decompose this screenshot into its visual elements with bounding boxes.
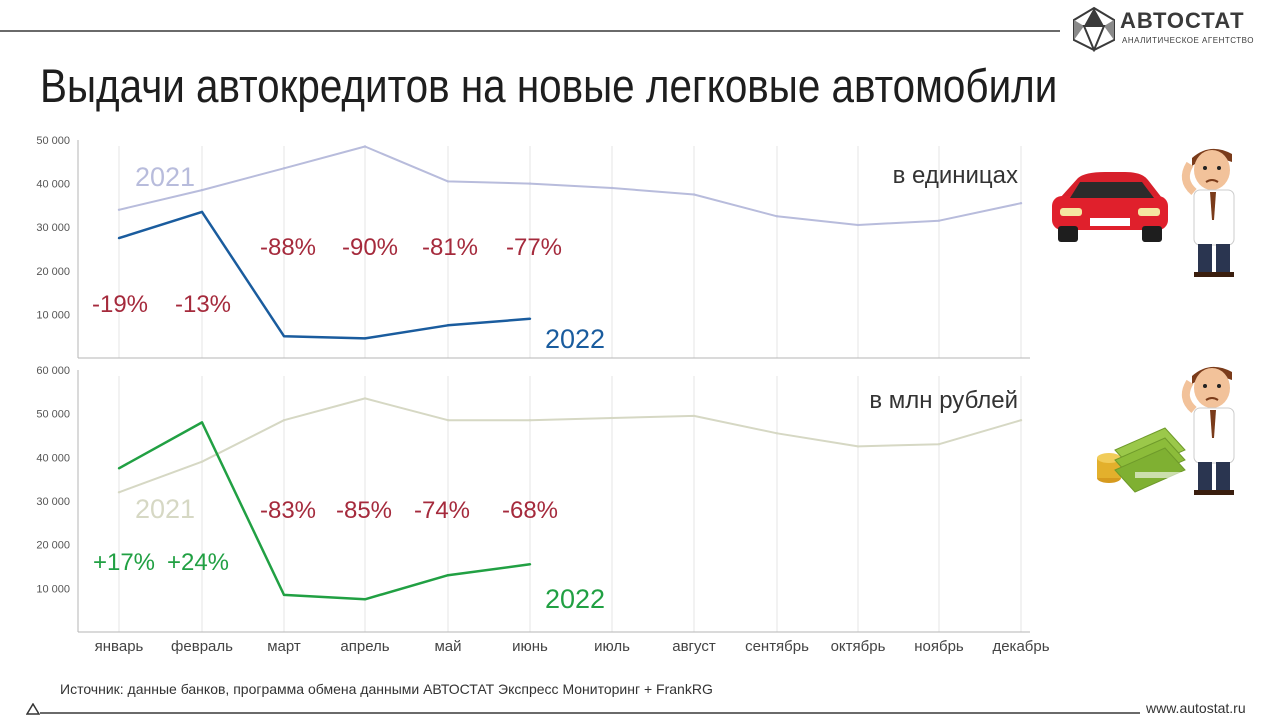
y-tick-label: 30 000 [36, 496, 70, 508]
change-annotation: +24% [167, 549, 229, 576]
change-annotation: -19% [92, 291, 148, 318]
data-point-2021 [528, 419, 532, 422]
data-point-2022 [528, 563, 532, 566]
change-annotation: -90% [342, 234, 398, 261]
series-label-2022: 2022 [545, 324, 605, 354]
change-annotation: -77% [506, 234, 562, 261]
brand-subtitle: АНАЛИТИЧЕСКОЕ АГЕНТСТВО [1122, 36, 1254, 45]
data-point-2021 [775, 215, 779, 218]
corner-triangle-icon [26, 703, 40, 715]
series-line-2021 [118, 397, 1022, 494]
change-annotation: -13% [175, 291, 231, 318]
data-point-2021 [692, 193, 696, 196]
data-point-2021 [775, 432, 779, 435]
y-tick-label: 50 000 [36, 409, 70, 421]
data-point-2021 [610, 186, 614, 190]
data-point-2021 [937, 443, 941, 446]
y-tick-label: 20 000 [36, 266, 70, 278]
x-tick-label: февраль [171, 638, 233, 655]
x-tick-label: декабрь [992, 638, 1049, 655]
y-tick-label: 40 000 [36, 452, 70, 464]
data-point-2021 [282, 167, 286, 170]
chart-panel-1: 10 000 20 000 30 000 40 000 50 000 2021 2022 -1… [36, 135, 1030, 359]
x-tick-label: июнь [512, 638, 548, 655]
data-point-2022 [117, 467, 121, 470]
x-tick-label: сентябрь [745, 638, 809, 655]
series-line-2022 [118, 210, 531, 340]
data-point-2021 [1019, 419, 1023, 422]
x-tick-label: март [267, 638, 301, 655]
y-tick-label: 40 000 [36, 179, 70, 191]
series-label-2022: 2022 [545, 584, 605, 614]
x-tick-label: январь [95, 638, 144, 655]
money-stack-icon [1097, 427, 1186, 493]
series-line-2021 [118, 145, 1022, 226]
page-title: Выдачи автокредитов на новые легковые ав… [40, 59, 1058, 112]
data-point-2021 [200, 188, 204, 192]
data-point-2021 [446, 419, 450, 422]
data-point-2021 [446, 180, 450, 183]
data-point-2022 [282, 335, 286, 338]
x-tick-label: ноябрь [914, 638, 964, 655]
data-point-2022 [528, 317, 532, 320]
brand-name: АВТОСТАТ [1120, 8, 1245, 33]
x-tick-label: апрель [340, 638, 389, 655]
change-annotation: -83% [260, 497, 316, 524]
x-tick-label: май [434, 638, 461, 655]
data-point-2021 [528, 182, 532, 185]
change-annotation: -85% [336, 497, 392, 524]
data-point-2022 [446, 574, 450, 577]
y-tick-label: 60 000 [36, 365, 70, 377]
chart-panel-2: 10 000 20 000 30 000 40 000 50 000 60 000 2021… [36, 365, 1030, 633]
data-point-2022 [363, 337, 367, 340]
data-point-2021 [117, 208, 121, 211]
bottom-rule [40, 712, 1140, 714]
change-annotation: -74% [414, 497, 470, 524]
car-icon [1052, 172, 1168, 242]
y-tick-label: 10 000 [36, 309, 70, 321]
top-rule [0, 30, 1060, 32]
worried-man-icon [1181, 148, 1235, 277]
data-point-2021 [610, 416, 614, 420]
panel-title: в единицах [893, 162, 1018, 189]
data-point-2021 [856, 223, 860, 227]
y-tick-label: 10 000 [36, 583, 70, 595]
data-point-2022 [200, 210, 204, 214]
data-point-2022 [117, 236, 121, 240]
site-url: www.autostat.ru [1146, 700, 1246, 716]
data-point-2021 [117, 491, 121, 494]
data-point-2021 [282, 419, 286, 422]
data-point-2022 [282, 593, 286, 597]
x-tick-label: июль [594, 638, 630, 655]
series-label-2021: 2021 [135, 162, 195, 192]
x-tick-label: октябрь [831, 638, 886, 655]
data-point-2021 [363, 145, 367, 148]
data-point-2022 [446, 324, 450, 327]
data-point-2021 [856, 445, 860, 448]
change-annotation: +17% [93, 549, 155, 576]
data-point-2021 [692, 414, 696, 418]
data-point-2022 [363, 598, 367, 601]
change-annotation: -81% [422, 234, 478, 261]
x-tick-label: август [672, 638, 716, 655]
worried-man-icon-2 [1181, 366, 1235, 495]
source-note: Источник: данные банков, программа обмен… [60, 681, 713, 697]
panel-title: в млн рублей [869, 387, 1018, 414]
data-point-2021 [1019, 202, 1023, 205]
data-point-2021 [200, 460, 204, 463]
logo-mark-icon [1073, 6, 1115, 53]
change-annotation: -68% [502, 497, 558, 524]
change-annotation: -88% [260, 234, 316, 261]
data-point-2022 [200, 421, 204, 424]
y-tick-label: 30 000 [36, 222, 70, 234]
y-tick-label: 50 000 [36, 135, 70, 147]
series-line-2022 [118, 421, 531, 601]
data-point-2021 [363, 397, 367, 400]
autostat-logo: АВТОСТАТ АНАЛИТИЧЕСКОЕ АГЕНТСТВО [1070, 6, 1260, 54]
data-point-2021 [937, 219, 941, 222]
series-label-2021: 2021 [135, 494, 195, 524]
y-tick-label: 20 000 [36, 540, 70, 552]
